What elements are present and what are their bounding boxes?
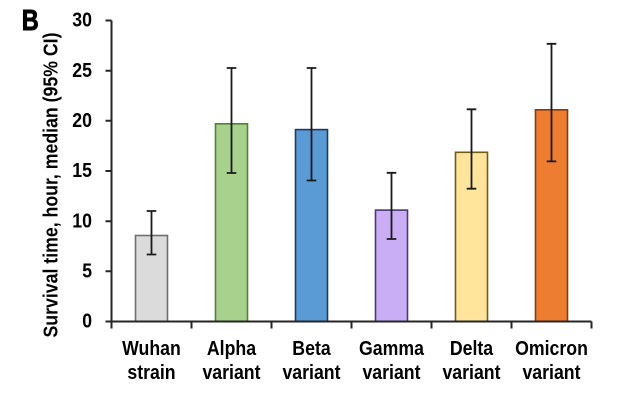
svg-text:10: 10	[72, 210, 92, 232]
svg-text:variant: variant	[282, 362, 340, 384]
svg-text:5: 5	[82, 261, 92, 283]
svg-text:Delta: Delta	[450, 338, 494, 360]
svg-text:Omicron: Omicron	[515, 338, 588, 360]
svg-text:variant: variant	[442, 362, 500, 384]
svg-text:15: 15	[72, 160, 92, 182]
svg-text:0: 0	[82, 311, 92, 333]
svg-text:strain: strain	[127, 362, 175, 384]
svg-text:variant: variant	[202, 362, 260, 384]
svg-text:20: 20	[72, 110, 92, 132]
svg-text:Beta: Beta	[292, 338, 331, 360]
svg-text:Alpha: Alpha	[207, 338, 257, 360]
svg-text:variant: variant	[362, 362, 420, 384]
svg-text:Survival time, hour, median (9: Survival time, hour, median (95% CI)	[41, 33, 63, 338]
svg-text:Gamma: Gamma	[359, 338, 425, 360]
svg-text:B: B	[22, 5, 39, 37]
svg-text:Wuhan: Wuhan	[122, 338, 181, 360]
svg-text:variant: variant	[522, 362, 580, 384]
svg-text:30: 30	[72, 10, 92, 32]
svg-text:25: 25	[72, 60, 92, 82]
